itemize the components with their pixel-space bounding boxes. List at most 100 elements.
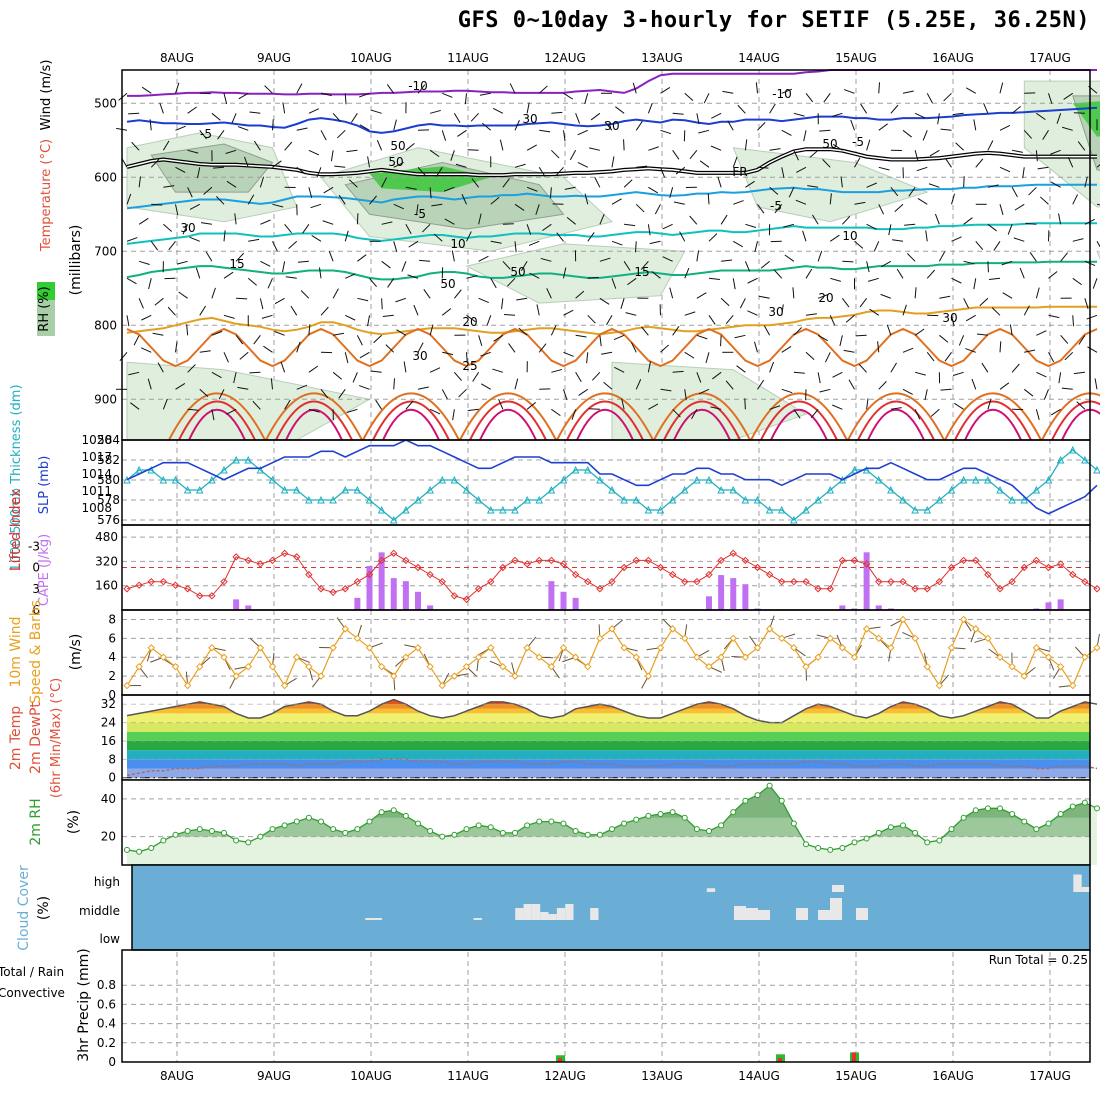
wind-barb	[175, 82, 180, 94]
wind-barb	[551, 111, 563, 114]
wind-barb	[975, 158, 984, 168]
wind-barb	[270, 378, 273, 390]
wind-barb	[753, 341, 758, 353]
wind-barb	[493, 334, 504, 342]
wind-barb	[375, 399, 383, 410]
rh-contour-label: 50	[822, 137, 837, 151]
wind-barb	[587, 314, 596, 324]
wind-barb	[167, 306, 176, 316]
li-marker	[608, 577, 616, 586]
thickness-marker	[268, 475, 277, 484]
wind-tick-label: 8	[108, 612, 116, 626]
wind-barb	[669, 287, 674, 299]
wind-barb	[620, 298, 625, 309]
rh2m-marker	[972, 807, 979, 814]
rh2m-marker	[948, 826, 955, 833]
wind-barb	[1084, 298, 1089, 309]
wind-barb	[1007, 224, 1013, 235]
cloud-axis-label: Cloud Cover	[16, 865, 32, 951]
li-marker	[717, 556, 725, 565]
wind10-marker	[814, 653, 822, 661]
wind-barb	[649, 240, 661, 245]
wind-barb	[199, 388, 209, 398]
wind-barb	[506, 277, 516, 287]
wind-barb	[1013, 237, 1025, 242]
cape-bar	[354, 597, 361, 610]
rh2m-axis-label: 2m RH	[28, 798, 44, 845]
rh2m-marker	[136, 848, 143, 855]
wind-barb	[1036, 371, 1047, 378]
li-marker	[741, 556, 750, 565]
wind-barb	[466, 231, 472, 242]
wind10-marker	[1008, 662, 1016, 671]
wind-barb	[226, 180, 237, 188]
wind-barb	[453, 371, 462, 381]
thickness-marker	[1032, 485, 1041, 494]
temp-axis-label: Temperature (°C)	[39, 139, 54, 252]
cloud-bg	[132, 865, 1090, 950]
wind10-marker	[305, 662, 313, 671]
bottom-date-label: 17AUG	[1029, 1069, 1071, 1083]
wind-barb	[405, 400, 414, 410]
wind-barb	[904, 223, 916, 226]
wind-barb	[1072, 315, 1075, 327]
wind-barb	[1062, 126, 1073, 131]
wind-barb	[261, 314, 273, 319]
wind-barb	[150, 241, 159, 251]
wind-barb	[1096, 164, 1100, 168]
thickness-marker	[874, 475, 883, 484]
wind-barb	[259, 298, 264, 310]
wind10-marker	[390, 672, 398, 680]
wind-barb	[563, 351, 574, 357]
cloud-mid-bar	[515, 908, 524, 920]
wind-barb	[757, 122, 766, 131]
thickness-marker	[305, 495, 313, 504]
wind-barb	[442, 351, 454, 356]
wind-barb	[703, 93, 710, 104]
wind-barb	[999, 82, 1004, 94]
wind-barb	[490, 240, 502, 244]
wind-barb	[647, 224, 651, 236]
cape-bar	[378, 552, 385, 610]
wind-barb	[429, 149, 440, 158]
wind-barb	[613, 334, 625, 341]
thickness-marker	[668, 495, 677, 504]
wind-barb	[385, 344, 395, 353]
thickness-marker	[559, 475, 568, 484]
thickness-axis-label: 1000-500mb Thickness (dm)	[9, 384, 24, 571]
rh-contour-label: 30	[412, 349, 427, 363]
wind-barb	[975, 240, 984, 251]
wind-barb	[1042, 130, 1049, 140]
thickness-marker	[147, 465, 156, 474]
wind-barb	[252, 400, 261, 410]
cape-bar	[730, 578, 737, 610]
wind-barb	[925, 230, 928, 242]
wind-barb	[939, 334, 949, 343]
wind-barb	[328, 250, 334, 262]
wind10-marker	[256, 644, 265, 652]
temp-band	[127, 731, 1090, 741]
wind-barb	[842, 260, 854, 263]
wind-barb	[594, 177, 601, 188]
li-marker	[862, 560, 871, 568]
wind-barb	[855, 334, 867, 337]
thickness-marker	[1056, 455, 1065, 464]
temp-band	[127, 740, 1090, 751]
isotherm-arch	[576, 408, 634, 441]
wind-barb	[732, 278, 736, 290]
isotherm-arch	[265, 392, 363, 441]
li-marker	[183, 585, 192, 593]
slp-tick-label: 1008	[81, 501, 112, 515]
rh-contour-label: 30	[522, 112, 537, 126]
wind-barb	[744, 139, 748, 151]
wind-barb	[648, 403, 659, 410]
wind-barb	[367, 315, 370, 327]
wind-barb	[1012, 149, 1024, 153]
wind-barb	[526, 102, 530, 114]
wind10-marker	[523, 644, 531, 652]
top-date-label: 8AUG	[160, 51, 194, 65]
rh2m-marker	[233, 837, 240, 844]
li-marker	[547, 556, 556, 565]
wind-barb	[587, 232, 595, 242]
wind-barb	[274, 297, 285, 305]
